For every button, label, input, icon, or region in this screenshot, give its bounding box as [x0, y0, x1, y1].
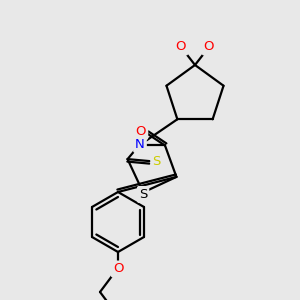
Text: O: O	[113, 262, 123, 275]
Text: O: O	[176, 40, 186, 53]
Text: N: N	[135, 138, 145, 151]
Text: O: O	[204, 40, 214, 53]
Text: S: S	[152, 154, 161, 168]
Text: O: O	[136, 125, 146, 138]
Text: S: S	[139, 188, 147, 201]
